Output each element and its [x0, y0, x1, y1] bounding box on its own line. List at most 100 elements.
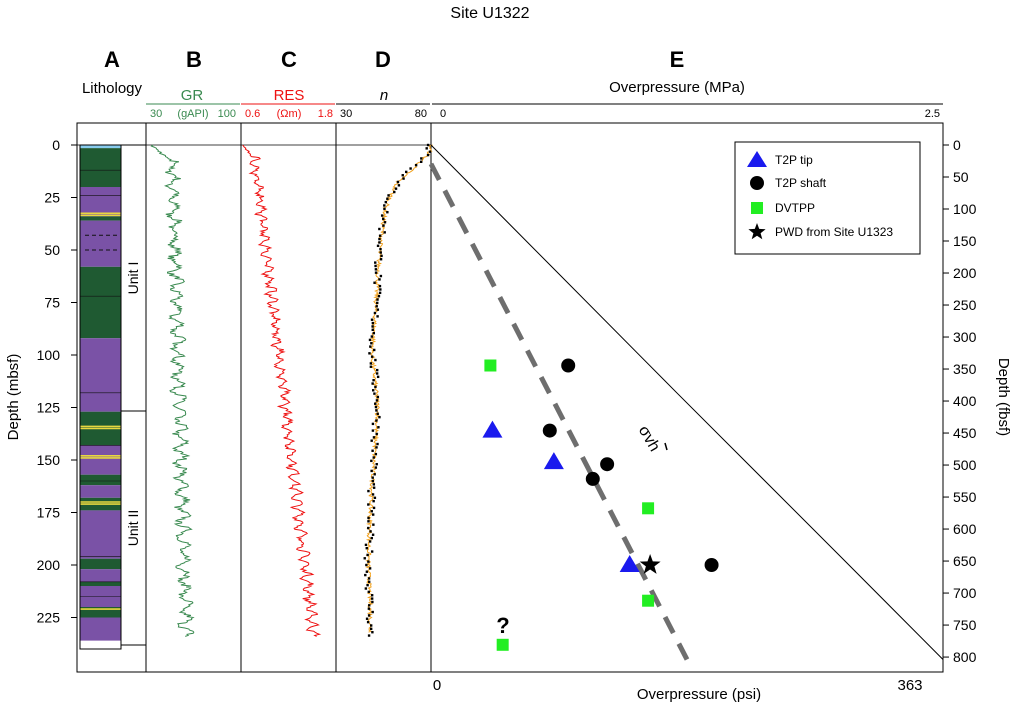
n-log-point — [369, 345, 372, 348]
n-log-point — [373, 348, 376, 352]
dvtpp-point — [484, 359, 497, 372]
n-log-point — [375, 399, 379, 402]
t2p-shaft-point — [542, 423, 557, 438]
n-log-point — [386, 197, 389, 200]
lithology-layer-clay — [80, 617, 121, 641]
t2p-shaft-point — [704, 558, 719, 572]
n-log-point — [371, 449, 374, 452]
t2p-tip-point — [619, 555, 640, 572]
n-log-point — [366, 583, 369, 587]
n-log-point — [370, 597, 374, 600]
right-axis-tick-label: 50 — [953, 169, 969, 185]
n-log-point — [370, 342, 373, 345]
figure-title: Site U1322 — [450, 5, 529, 22]
lithology-layer-silt — [80, 148, 121, 187]
n-log-point — [377, 426, 380, 429]
legend-box — [734, 141, 921, 255]
legend-marker-dvtpp — [751, 202, 763, 214]
n-log-point — [396, 180, 400, 184]
right-axis-tick-label: 300 — [953, 329, 977, 345]
lithology-layer-silt — [80, 581, 121, 586]
n-log-point — [372, 331, 376, 335]
n-log-point — [371, 631, 374, 634]
lithology-layer-seafloor — [80, 145, 121, 149]
n-log-point — [379, 251, 382, 254]
n-log-point — [376, 298, 379, 301]
n-log-point — [376, 395, 380, 399]
n-log-point — [426, 153, 430, 157]
bottom-axis-max: 363 — [897, 677, 922, 694]
n-log-point — [414, 163, 418, 167]
n-log-point — [370, 550, 374, 553]
n-log-point — [371, 493, 375, 496]
n-log-point — [365, 547, 368, 550]
n-log-point — [380, 254, 383, 258]
lithology-layer-clay — [80, 569, 121, 582]
right-axis-tick-label: 150 — [953, 233, 977, 249]
n-log-point — [402, 177, 405, 180]
n-log-point — [371, 429, 375, 432]
legend-label-pwd: PWD from Site U1323 — [775, 225, 893, 239]
res-log-curve — [242, 144, 322, 637]
n-log-point — [382, 217, 385, 221]
n-log-point — [371, 479, 375, 483]
n-log-point — [367, 607, 371, 610]
lithology-layer-clay — [80, 220, 121, 267]
n-header: n — [380, 87, 388, 104]
lithology-layer-silt — [80, 607, 121, 618]
n-log-point — [375, 419, 378, 422]
legend-marker-pwd — [748, 223, 766, 240]
unit-1-label: Unit I — [125, 262, 141, 295]
question-mark: ? — [496, 613, 509, 638]
n-log-point — [371, 600, 374, 604]
n-log-point — [383, 231, 386, 234]
n-log-point — [373, 281, 376, 284]
n-log-point — [376, 375, 380, 379]
left-axis-tick-label: 100 — [37, 347, 61, 363]
n-log-point — [373, 392, 376, 395]
lithology-layer-clay — [80, 338, 121, 412]
n-log-point — [376, 368, 379, 372]
n-log-point — [376, 442, 379, 446]
right-axis-tick-label: 700 — [953, 585, 977, 601]
lithology-layer-clay — [80, 510, 121, 559]
n-log-point — [372, 436, 376, 439]
right-axis-tick-label: 250 — [953, 297, 977, 313]
n-log-point — [374, 358, 377, 362]
right-axis-tick-label: 450 — [953, 425, 977, 441]
n-log-point — [367, 503, 370, 506]
n-log-point — [372, 456, 375, 459]
t2p-shaft-point — [600, 457, 615, 472]
lithology-layers — [80, 145, 121, 641]
gr-header-unit: (gAPI) — [177, 108, 208, 120]
dvtpp-point — [642, 594, 655, 607]
n-log-point — [374, 466, 378, 469]
n-log-point — [370, 510, 373, 513]
legend-label-dvtpp: DVTPP — [775, 201, 815, 215]
n-log-point — [369, 624, 373, 627]
right-axis-tick-label: 200 — [953, 265, 977, 281]
n-log-point — [367, 634, 371, 637]
n-log-point — [379, 247, 382, 251]
res-header-max: 1.8 — [318, 108, 333, 120]
n-log-point — [428, 150, 432, 153]
bottom-axis-min: 0 — [433, 677, 441, 694]
n-log-point — [363, 557, 366, 560]
n-log-point — [378, 237, 381, 241]
n-log-point — [374, 402, 377, 405]
panel-label-e: E — [670, 47, 685, 72]
n-log-point — [384, 200, 388, 204]
n-log-point — [372, 486, 376, 489]
left-axis-tick-label: 125 — [37, 400, 61, 416]
legend-marker-t2p-tip — [747, 151, 767, 167]
t2p-tip-point — [482, 420, 503, 438]
n-log-point — [371, 321, 375, 325]
n-log-point — [371, 610, 374, 614]
left-axis-tick-label: 150 — [37, 452, 61, 468]
res-header-min: 0.6 — [245, 108, 260, 120]
n-log-point — [372, 499, 375, 503]
n-log-point — [369, 365, 373, 368]
n-log-curve — [365, 144, 433, 633]
n-log-point — [375, 446, 378, 449]
right-axis-tick-label: 650 — [953, 553, 977, 569]
